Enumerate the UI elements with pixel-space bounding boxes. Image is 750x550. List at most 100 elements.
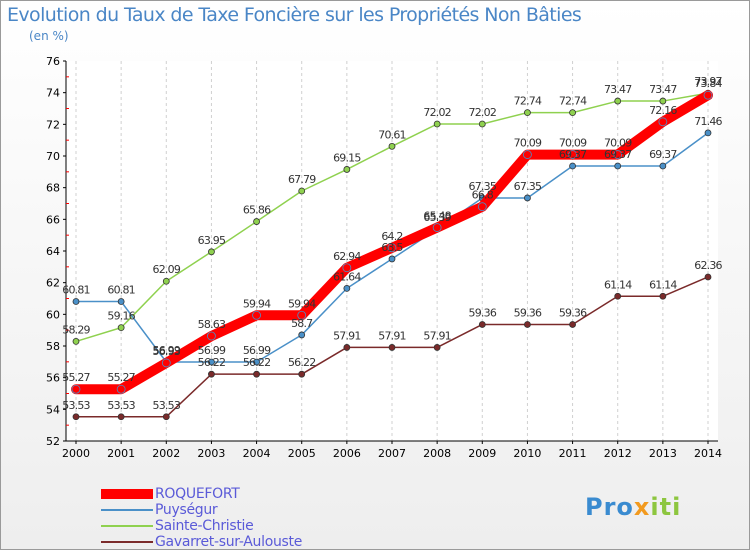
data-label-roquefort-2000: 55.27 — [62, 371, 90, 384]
x-tick-label-2004: 2004 — [243, 447, 271, 460]
data-label-roquefort-2004: 59.94 — [243, 297, 271, 310]
data-point-roquefort-2002 — [161, 358, 171, 368]
data-point-roquefort-2011 — [568, 150, 577, 159]
data-label-roquefort-2005: 59.94 — [288, 297, 316, 310]
y-tick-label-70: 70 — [46, 150, 60, 163]
data-point-gavarret-sur-aulouste-2009 — [478, 321, 486, 328]
legend-label-sainte-christie: Sainte-Christie — [155, 518, 254, 534]
x-tick-label-2007: 2007 — [378, 447, 406, 460]
x-tick-label-2005: 2005 — [288, 447, 316, 460]
data-label-roquefort-2006: 62.94 — [333, 250, 361, 263]
data-label-gavarret-sur-aulouste-2013: 61.14 — [649, 278, 677, 291]
data-point-sainte-christie-2011 — [569, 109, 576, 117]
chart-title: Evolution du Taux de Taxe Foncière sur l… — [7, 4, 582, 26]
data-label-sainte-christie-2012: 73.47 — [604, 83, 632, 96]
data-point-roquefort-2005 — [297, 310, 307, 320]
x-tick-label-2011: 2011 — [559, 447, 587, 460]
legend-swatch-gavarret-sur-aulouste — [101, 541, 153, 543]
data-point-puys-gur-2005 — [298, 331, 306, 339]
data-label-roquefort-2012: 70.09 — [604, 137, 632, 150]
data-point-roquefort-2001 — [116, 384, 126, 394]
legend-swatch-sainte-christie — [101, 525, 153, 527]
data-label-puys-gur-2000: 60.81 — [62, 284, 90, 297]
data-point-sainte-christie-2003 — [208, 248, 215, 256]
data-point-sainte-christie-2004 — [253, 218, 260, 225]
data-point-roquefort-2006 — [342, 263, 352, 273]
data-label-gavarret-sur-aulouste-2014: 62.36 — [694, 259, 722, 272]
data-label-puys-gur-2012: 69.37 — [604, 148, 632, 161]
data-label-sainte-christie-2000: 58.29 — [62, 323, 90, 336]
data-label-puys-gur-2010: 67.35 — [514, 180, 542, 193]
data-label-sainte-christie-2014: 73.97 — [694, 75, 722, 88]
data-point-roquefort-2014 — [703, 90, 713, 100]
data-point-gavarret-sur-aulouste-2006 — [343, 344, 351, 351]
data-point-puys-gur-2014 — [704, 129, 712, 137]
data-point-puys-gur-2004 — [253, 358, 260, 366]
brand-part-2: x — [633, 493, 651, 521]
data-point-gavarret-sur-aulouste-2004 — [253, 370, 260, 378]
data-label-roquefort-2010: 70.09 — [514, 137, 542, 150]
chart-subtitle: (en %) — [29, 29, 69, 43]
data-point-roquefort-2000 — [71, 384, 81, 394]
data-point-sainte-christie-2000 — [72, 338, 80, 345]
data-label-roquefort-2007: 64.2 — [381, 230, 402, 243]
brand-part-1: Pro — [585, 493, 634, 521]
data-point-gavarret-sur-aulouste-2003 — [208, 370, 215, 378]
data-point-sainte-christie-2007 — [388, 142, 396, 150]
data-label-roquefort-2002: 56.93 — [153, 345, 181, 358]
y-tick-label-54: 54 — [46, 403, 60, 416]
x-tick-label-2012: 2012 — [604, 447, 632, 460]
data-label-sainte-christie-2002: 62.09 — [153, 263, 181, 276]
y-tick-label-66: 66 — [46, 213, 60, 226]
data-label-puys-gur-2004: 56.99 — [243, 344, 271, 357]
data-label-puys-gur-2011: 69.37 — [559, 148, 587, 161]
x-tick-label-2002: 2002 — [152, 447, 180, 460]
data-point-sainte-christie-2009 — [478, 120, 486, 128]
data-label-gavarret-sur-aulouste-2000: 53.53 — [62, 399, 90, 412]
data-point-roquefort-2012 — [613, 150, 623, 159]
data-point-puys-gur-2010 — [524, 194, 531, 202]
data-label-gavarret-sur-aulouste-2003: 56.22 — [198, 356, 226, 369]
brand-logo: Proxiti — [585, 493, 681, 521]
y-tick-label-76: 76 — [46, 55, 60, 68]
brand-part-3: iti — [650, 493, 682, 521]
data-point-gavarret-sur-aulouste-2010 — [524, 321, 531, 328]
data-label-gavarret-sur-aulouste-2005: 56.22 — [288, 356, 316, 369]
data-point-roquefort-2010 — [523, 150, 532, 159]
data-label-puys-gur-2005: 58.7 — [291, 317, 313, 330]
data-point-sainte-christie-2008 — [433, 120, 441, 128]
data-point-gavarret-sur-aulouste-2013 — [659, 292, 667, 300]
data-label-sainte-christie-2004: 65.86 — [243, 204, 271, 217]
legend-swatch-roquefort — [101, 489, 153, 499]
data-label-sainte-christie-2006: 69.15 — [333, 151, 361, 164]
x-tick-label-2000: 2000 — [62, 447, 90, 460]
data-point-sainte-christie-2005 — [298, 187, 306, 195]
data-label-gavarret-sur-aulouste-2009: 59.36 — [469, 306, 497, 319]
data-point-sainte-christie-2012 — [614, 97, 622, 105]
data-point-sainte-christie-2010 — [524, 109, 531, 117]
legend-label-gavarret-sur-aulouste: Gavarret-sur-Aulouste — [155, 534, 303, 550]
data-point-roquefort-2008 — [432, 223, 442, 232]
x-tick-label-2010: 2010 — [513, 447, 541, 460]
data-label-puys-gur-2007: 63.5 — [381, 241, 403, 254]
y-tick-label-74: 74 — [46, 87, 60, 100]
y-tick-label-56: 56 — [46, 372, 60, 385]
data-label-roquefort-2013: 72.16 — [649, 104, 677, 117]
data-point-puys-gur-2006 — [343, 284, 351, 292]
data-point-puys-gur-2000 — [72, 298, 80, 305]
data-point-sainte-christie-2002 — [162, 277, 170, 285]
data-label-sainte-christie-2010: 72.74 — [514, 95, 542, 108]
legend: ROQUEFORT Puységur Sainte-Christie Gavarret… — [101, 486, 302, 550]
data-point-gavarret-sur-aulouste-2000 — [72, 413, 80, 421]
legend-item-gavarret-sur-aulouste: Gavarret-sur-Aulouste — [101, 534, 302, 550]
data-label-gavarret-sur-aulouste-2004: 56.22 — [243, 356, 271, 369]
data-label-gavarret-sur-aulouste-2001: 53.53 — [107, 399, 135, 412]
data-label-puys-gur-2013: 69.37 — [649, 148, 677, 161]
data-point-puys-gur-2011 — [569, 162, 576, 170]
data-point-puys-gur-2013 — [659, 162, 667, 170]
data-label-sainte-christie-2003: 63.95 — [198, 234, 226, 247]
data-point-puys-gur-2012 — [614, 162, 622, 170]
y-tick-label-68: 68 — [46, 182, 60, 195]
data-point-gavarret-sur-aulouste-2001 — [117, 413, 125, 421]
